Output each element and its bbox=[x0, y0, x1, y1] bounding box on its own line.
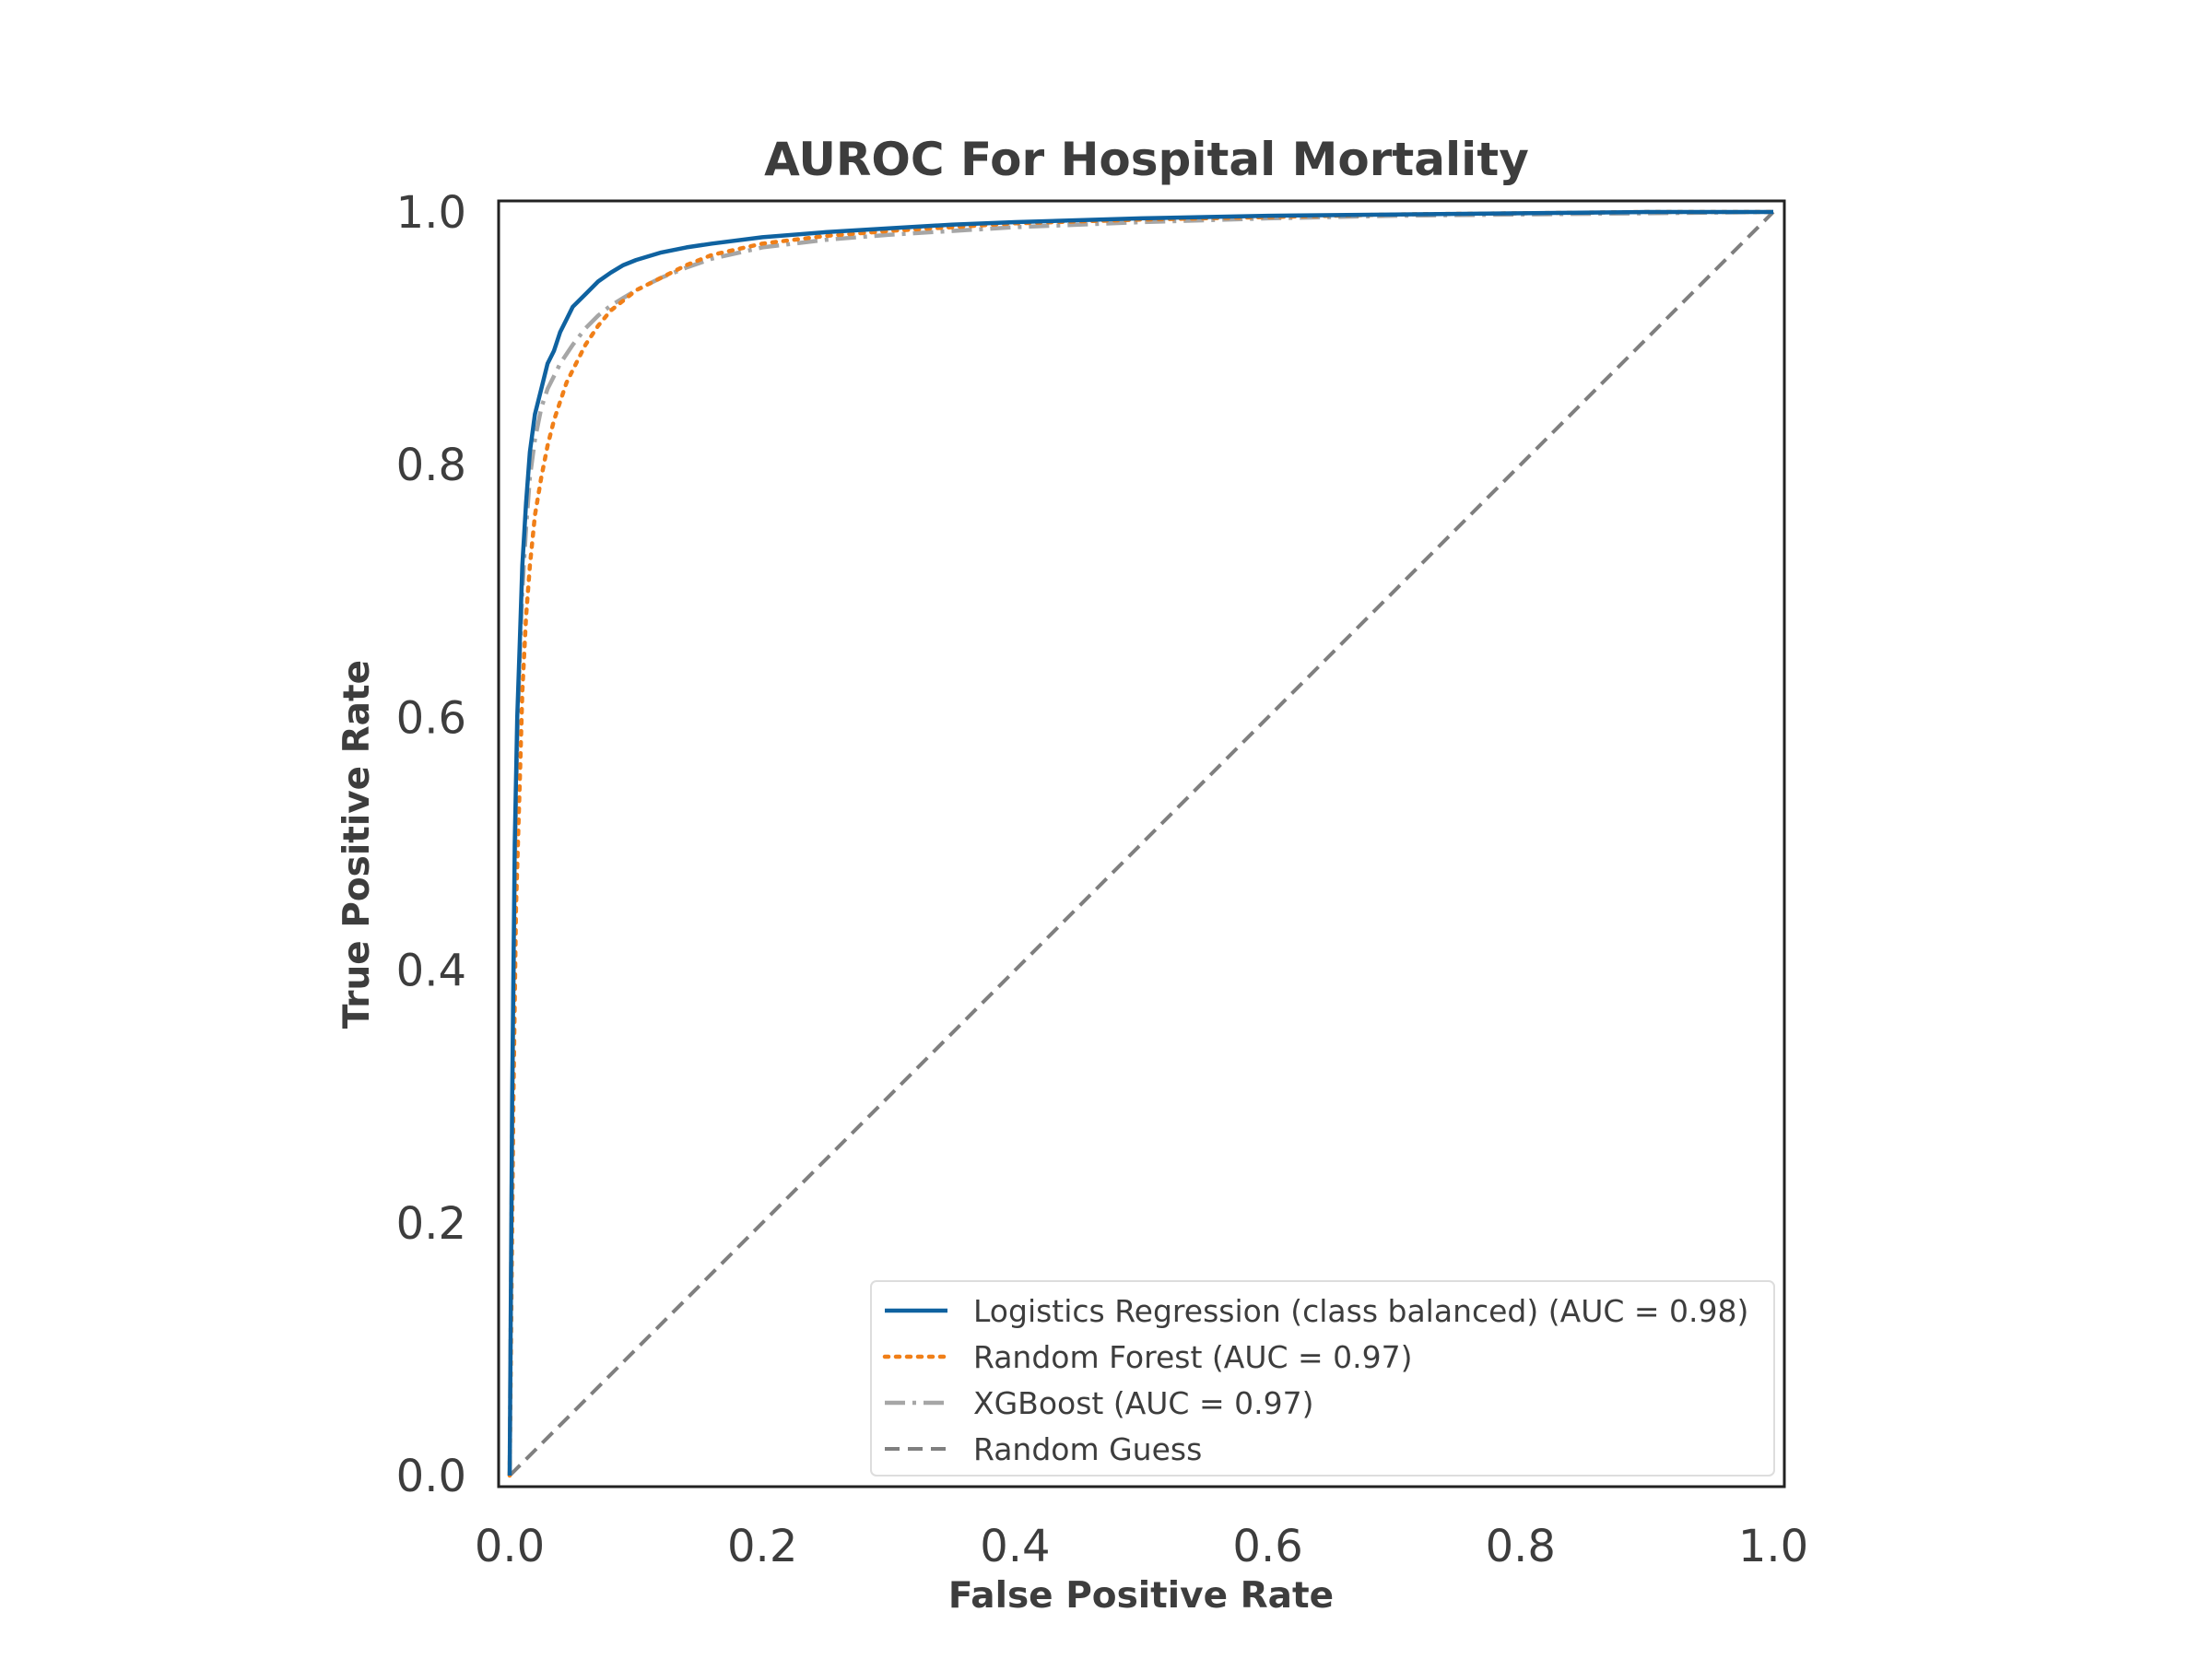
x-tick-label: 1.0 bbox=[1738, 1521, 1808, 1572]
plot-frame bbox=[497, 199, 1786, 1488]
y-axis-label: True Positive Rate bbox=[336, 660, 378, 1029]
y-tick-label: 0.8 bbox=[396, 440, 466, 491]
legend-label-2: XGBoost (AUC = 0.97) bbox=[973, 1385, 1313, 1421]
legend-label-1: Random Forest (AUC = 0.97) bbox=[973, 1339, 1413, 1375]
series-line-0 bbox=[507, 209, 1773, 1477]
y-tick-label: 0.4 bbox=[396, 946, 466, 997]
plot-area bbox=[507, 209, 1776, 1478]
y-tick-label: 0.6 bbox=[396, 692, 466, 744]
y-tick-label: 1.0 bbox=[396, 187, 466, 239]
x-tick-label: 0.2 bbox=[727, 1521, 797, 1572]
y-tick-label: 0.0 bbox=[396, 1451, 466, 1502]
legend: Logistics Regression (class balanced) (A… bbox=[870, 1280, 1775, 1477]
tick-labels: 0.0 0.2 0.4 0.6 0.8 1.0 0.0 0.2 0.4 0.6 0.8 1.0 bbox=[396, 187, 1809, 1572]
chart-title: AUROC For Hospital Mortality bbox=[764, 133, 1529, 186]
legend-label-3: Random Guess bbox=[973, 1431, 1202, 1467]
series-line-1 bbox=[507, 209, 1776, 1478]
x-axis-label: False Positive Rate bbox=[948, 1575, 1334, 1617]
x-tick-label: 0.8 bbox=[1486, 1521, 1556, 1572]
legend-box bbox=[870, 1280, 1775, 1477]
y-tick-label: 0.2 bbox=[396, 1198, 466, 1250]
series-line-3 bbox=[508, 210, 1775, 1477]
x-tick-label: 0.0 bbox=[475, 1521, 545, 1572]
legend-label-0: Logistics Regression (class balanced) (A… bbox=[973, 1293, 1748, 1329]
x-tick-label: 0.6 bbox=[1232, 1521, 1302, 1572]
x-tick-label: 0.4 bbox=[980, 1521, 1050, 1572]
